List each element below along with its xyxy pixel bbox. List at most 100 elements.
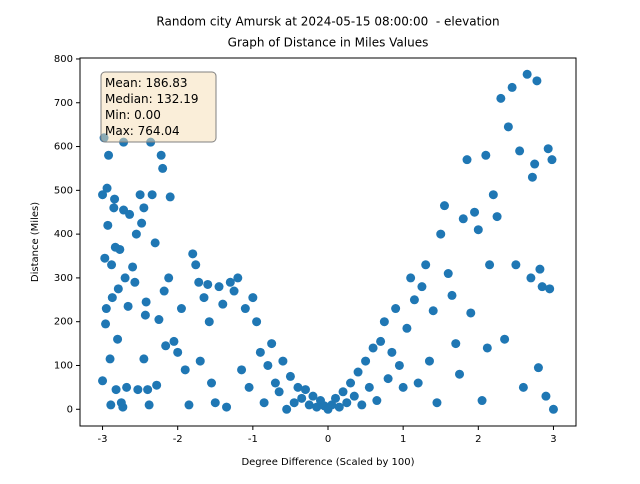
scatter-point [120, 273, 130, 283]
x-axis-label: Degree Difference (Scaled by 100) [241, 457, 414, 468]
scatter-point [488, 190, 498, 200]
scatter-point [421, 260, 431, 270]
x-tick-label: -2 [173, 434, 183, 445]
scatter-point [203, 279, 213, 289]
y-tick-label: 800 [54, 54, 73, 65]
scatter-point [470, 207, 480, 217]
scatter-point [100, 253, 110, 263]
scatter-point [161, 341, 171, 351]
scatter-point [308, 391, 318, 401]
scatter-point [180, 365, 190, 375]
scatter-point [496, 93, 506, 103]
scatter-point [98, 190, 108, 200]
scatter-point [233, 273, 243, 283]
scatter-point [255, 347, 265, 357]
scatter-point [133, 385, 143, 395]
scatter-point [263, 360, 273, 370]
scatter-point [111, 385, 121, 395]
scatter-point [547, 155, 557, 165]
scatter-point [214, 282, 224, 292]
scatter-point [364, 382, 374, 392]
scatter-point [515, 146, 525, 156]
scatter-point [195, 356, 205, 366]
scatter-point [240, 304, 250, 314]
scatter-point [218, 299, 228, 309]
scatter-point [164, 273, 174, 283]
scatter-point [141, 297, 151, 307]
scatter-point [150, 238, 160, 248]
scatter-point [530, 159, 540, 169]
stats-text: Max: 764.04 [105, 124, 180, 138]
scatter-point [248, 293, 258, 303]
y-tick-label: 300 [54, 273, 73, 284]
scatter-point [122, 382, 132, 392]
scatter-point [293, 382, 303, 392]
scatter-point [154, 315, 164, 325]
scatter-point [140, 310, 150, 320]
y-tick-label: 400 [54, 229, 73, 240]
scatter-point [443, 269, 453, 279]
scatter-point [331, 393, 341, 403]
scatter-point [285, 371, 295, 381]
scatter-point [334, 402, 344, 412]
scatter-point [503, 122, 513, 132]
stats-text: Mean: 186.83 [105, 76, 188, 90]
scatter-point [548, 404, 558, 414]
scatter-point [394, 360, 404, 370]
y-tick-label: 200 [54, 317, 73, 328]
scatter-point [342, 398, 352, 408]
scatter-point [110, 194, 120, 204]
scatter-point [107, 260, 117, 270]
scatter-point [147, 190, 157, 200]
scatter-point [267, 339, 277, 349]
scatter-point [462, 155, 472, 165]
scatter-point [115, 244, 125, 254]
scatter-point [432, 398, 442, 408]
scatter-point [372, 396, 382, 406]
scatter-point [101, 319, 111, 329]
scatter-point [176, 304, 186, 314]
scatter-point [191, 260, 201, 270]
x-tick-label: -1 [248, 434, 258, 445]
scatter-point [289, 398, 299, 408]
scatter-point [297, 393, 307, 403]
scatter-point [338, 387, 348, 397]
scatter-point [113, 284, 123, 294]
scatter-point [225, 277, 235, 287]
scatter-point [237, 365, 247, 375]
stats-text: Min: 0.00 [105, 108, 161, 122]
scatter-point [156, 150, 166, 160]
chart-subtitle: Graph of Distance in Miles Values [228, 36, 429, 50]
scatter-point [304, 400, 314, 410]
scatter-point [194, 277, 204, 287]
scatter-point [204, 317, 214, 327]
scatter-point [270, 378, 280, 388]
y-tick-label: 0 [67, 404, 73, 415]
scatter-point [300, 385, 310, 395]
scatter-point [173, 347, 183, 357]
scatter-point [282, 404, 292, 414]
scatter-point [106, 400, 116, 410]
scatter-point [143, 385, 153, 395]
scatter-point [533, 363, 543, 373]
scatter-point [353, 367, 363, 377]
scatter-point [376, 336, 386, 346]
scatter-point [101, 304, 111, 314]
scatter-point [123, 301, 133, 311]
scatter-point [383, 374, 393, 384]
scatter-point [428, 306, 438, 316]
scatter-point [152, 380, 162, 390]
stats-text: Median: 132.19 [105, 92, 199, 106]
scatter-point [368, 343, 378, 353]
scatter-point [535, 264, 545, 274]
scatter-point [139, 203, 149, 213]
scatter-point [455, 369, 465, 379]
scatter-point [98, 376, 108, 386]
x-tick-label: -3 [98, 434, 108, 445]
scatter-point [229, 286, 239, 296]
scatter-point [102, 183, 112, 193]
y-axis-label: Distance (Miles) [30, 202, 41, 282]
scatter-point [387, 347, 397, 357]
scatter-point [199, 293, 209, 303]
